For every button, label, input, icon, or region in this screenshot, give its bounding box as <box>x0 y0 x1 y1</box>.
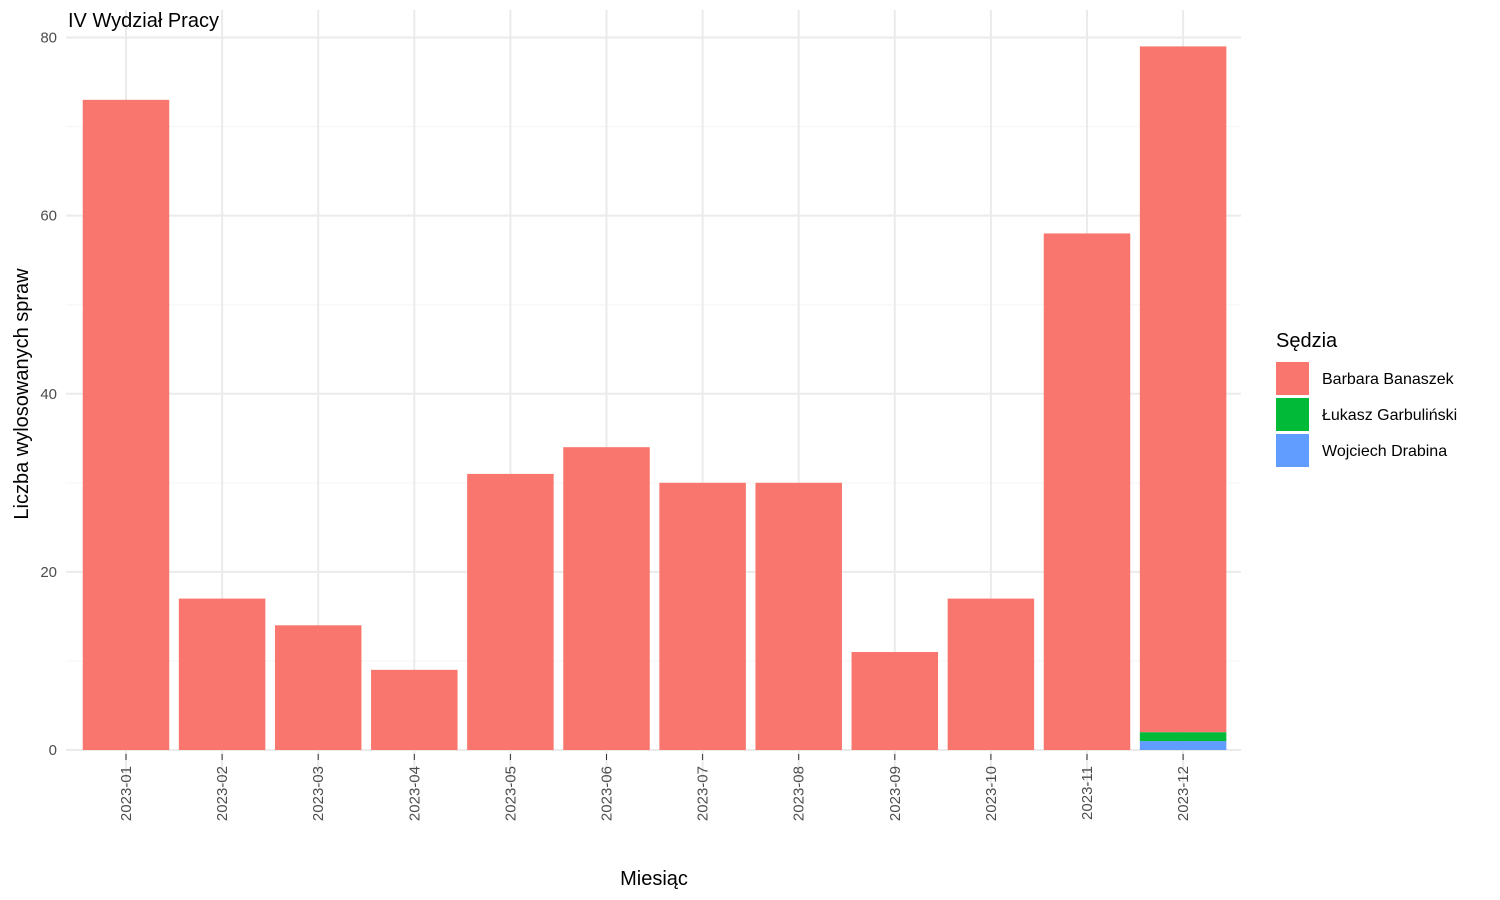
y-tick-label: 80 <box>40 30 57 47</box>
bar-segment <box>274 625 362 750</box>
legend: Sędzia Barbara Banaszek Łukasz Garbulińsk… <box>1276 330 1457 467</box>
bar-segment <box>755 482 842 750</box>
bar-segment <box>851 652 939 750</box>
x-tick-label: 2023-05 <box>502 766 519 821</box>
x-tick-label: 2023-12 <box>1175 766 1192 821</box>
bar-segment <box>947 598 1035 750</box>
x-axis-title: Miesiąc <box>620 868 688 890</box>
x-tick-label: 2023-07 <box>695 766 712 821</box>
x-tick-label: 2023-03 <box>310 766 327 821</box>
y-tick-label: 60 <box>40 208 57 225</box>
bar-segment <box>1139 732 1227 742</box>
x-tick-label: 2023-01 <box>118 766 135 821</box>
x-tick-label: 2023-06 <box>599 766 616 821</box>
bar-segment <box>82 99 170 750</box>
bar-segment <box>371 669 458 750</box>
x-tick-label: 2023-11 <box>1079 766 1096 820</box>
bar-segment <box>1139 741 1227 750</box>
bar-segment <box>1043 233 1131 750</box>
legend-swatch <box>1276 362 1309 395</box>
bars <box>82 46 1227 750</box>
bar-segment <box>563 447 650 750</box>
x-tick-label: 2023-10 <box>983 766 1000 821</box>
x-tick-label: 2023-02 <box>214 766 231 821</box>
x-axis-ticks: 2023-01 2023-02 2023-03 2023-04 2023-05 2023-… <box>118 754 1192 821</box>
y-tick-label: 20 <box>40 564 57 581</box>
legend-label: Wojciech Drabina <box>1322 443 1447 460</box>
bar-segment <box>467 473 554 750</box>
x-tick-label: 2023-04 <box>406 766 423 821</box>
chart-title: IV Wydział Pracy <box>68 10 219 32</box>
x-tick-label: 2023-09 <box>887 766 904 821</box>
bar-segment <box>178 598 266 750</box>
legend-label: Barbara Banaszek <box>1322 371 1455 388</box>
bar-segment <box>1139 46 1227 733</box>
legend-title: Sędzia <box>1276 330 1338 352</box>
legend-swatch <box>1276 398 1309 431</box>
y-tick-label: 0 <box>49 742 57 759</box>
x-tick-label: 2023-08 <box>791 766 808 821</box>
legend-swatch <box>1276 434 1309 467</box>
legend-label: Łukasz Garbuliński <box>1322 407 1457 424</box>
y-tick-label: 40 <box>40 386 57 403</box>
y-axis-title: Liczba wylosowanych spraw <box>11 268 33 520</box>
bar-segment <box>659 482 746 750</box>
y-axis-ticks: 0 20 40 60 80 <box>40 30 57 760</box>
